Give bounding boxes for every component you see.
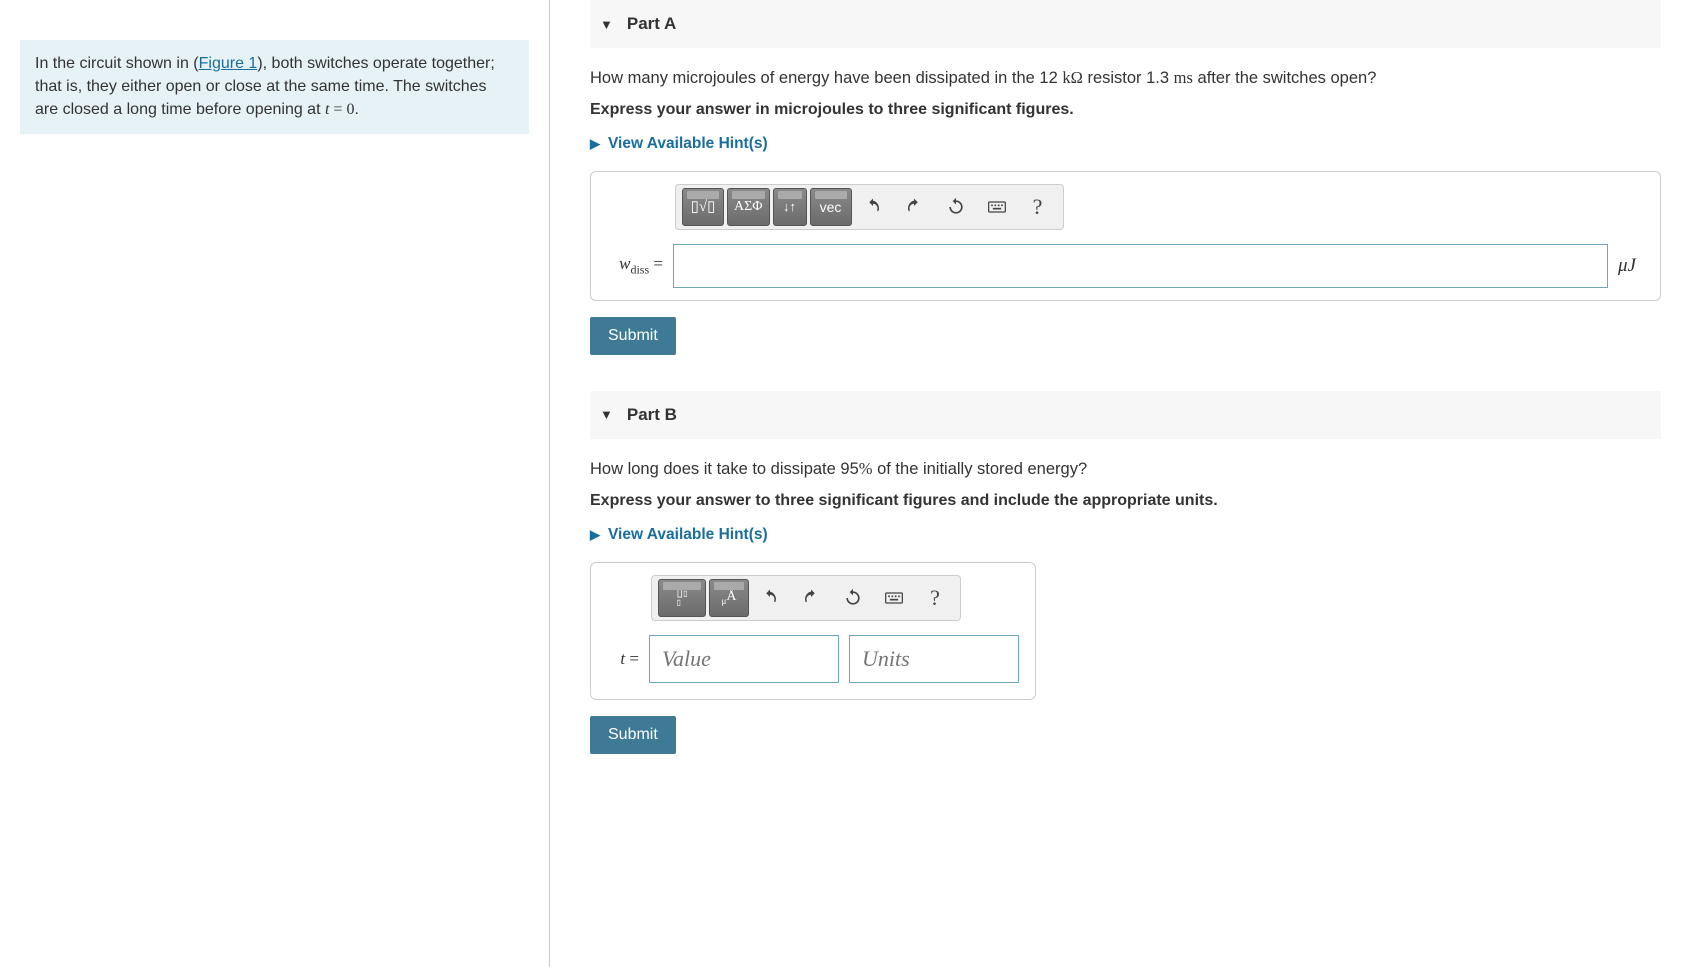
problem-statement-box: In the circuit shown in (Figure 1), both… — [20, 40, 529, 134]
angstrom-button[interactable]: μÅ — [709, 579, 749, 617]
var-eq: = — [649, 254, 663, 273]
qb-pre: How long does it take to dissipate 95 — [590, 460, 859, 478]
part-a-hints-toggle[interactable]: ▶ View Available Hint(s) — [590, 135, 1661, 153]
part-a-section: ▼ Part A How many microjoules of energy … — [590, 0, 1661, 355]
q-post: after the switches open? — [1193, 69, 1376, 87]
part-b-units-input[interactable] — [849, 635, 1019, 683]
part-b-question: How long does it take to dissipate 95% o… — [590, 457, 1661, 482]
q-mid: resistor 1.3 — [1083, 69, 1174, 87]
part-b-section: ▼ Part B How long does it take to dissip… — [590, 391, 1661, 754]
reset-button-b[interactable] — [834, 579, 872, 617]
reset-icon — [946, 197, 966, 217]
problem-statement-column: In the circuit shown in (Figure 1), both… — [0, 0, 550, 967]
qb-post: of the initially stored energy? — [873, 460, 1088, 478]
help-button[interactable]: ? — [1019, 188, 1057, 226]
part-a-title: Part A — [627, 14, 676, 34]
part-a-question: How many microjoules of energy have been… — [590, 66, 1661, 91]
greek-label: ΑΣΦ — [734, 199, 763, 215]
units-toolbar: ▯▯▯ μÅ — [651, 575, 961, 621]
hints-label-b: View Available Hint(s) — [608, 526, 768, 544]
reset-icon — [843, 588, 863, 608]
problem-post-eq: . — [354, 101, 358, 118]
variable-label: wdiss = — [603, 254, 663, 277]
part-b-submit-button[interactable]: Submit — [590, 716, 676, 754]
problem-eq: = 0 — [329, 101, 354, 118]
undo-icon — [864, 197, 884, 217]
part-a-answer-panel: ▯√▯ ΑΣΦ ↓↑ vec — [590, 171, 1661, 301]
caret-right-icon: ▶ — [590, 136, 600, 152]
keyboard-icon — [987, 197, 1007, 217]
redo-button-b[interactable] — [793, 579, 831, 617]
caret-down-icon: ▼ — [600, 407, 613, 422]
part-b-hints-toggle[interactable]: ▶ View Available Hint(s) — [590, 526, 1661, 544]
subscript-button[interactable]: ↓↑ — [773, 188, 807, 226]
q-unit2: ms — [1174, 68, 1193, 87]
part-b-instruction: Express your answer to three significant… — [590, 492, 1661, 510]
part-b-answer-row: t = — [607, 635, 1019, 683]
q-pre: How many microjoules of energy have been… — [590, 69, 1062, 87]
templates-button[interactable]: ▯√▯ — [682, 188, 724, 226]
hints-label: View Available Hint(s) — [608, 135, 768, 153]
part-a-instruction: Express your answer in microjoules to th… — [590, 101, 1661, 119]
part-b-answer-panel: ▯▯▯ μÅ — [590, 562, 1036, 700]
qb-pct: % — [859, 459, 873, 478]
reset-button[interactable] — [937, 188, 975, 226]
undo-button-b[interactable] — [752, 579, 790, 617]
part-b-value-input[interactable] — [649, 635, 839, 683]
keyboard-button[interactable] — [978, 188, 1016, 226]
problem-text-pre: In the circuit shown in ( — [35, 55, 199, 72]
part-a-header[interactable]: ▼ Part A — [590, 0, 1661, 48]
var-t-eq: = — [625, 649, 639, 668]
redo-button[interactable] — [896, 188, 934, 226]
caret-down-icon: ▼ — [600, 17, 613, 32]
redo-icon — [802, 588, 822, 608]
q-unit1: kΩ — [1062, 68, 1083, 87]
keyboard-icon — [884, 588, 904, 608]
fraction-button[interactable]: ▯▯▯ — [658, 579, 706, 617]
caret-right-icon: ▶ — [590, 527, 600, 543]
vec-label: vec — [820, 199, 842, 215]
keyboard-button-b[interactable] — [875, 579, 913, 617]
unit-suffix: μJ — [1618, 255, 1648, 277]
redo-icon — [905, 197, 925, 217]
part-b-title: Part B — [627, 405, 677, 425]
help-button-b[interactable]: ? — [916, 579, 954, 617]
part-b-variable-label: t = — [607, 649, 639, 669]
figure-link[interactable]: Figure 1 — [199, 55, 258, 72]
greek-button[interactable]: ΑΣΦ — [727, 188, 770, 226]
var-w: w — [619, 254, 630, 273]
var-sub: diss — [630, 262, 649, 276]
equation-toolbar: ▯√▯ ΑΣΦ ↓↑ vec — [675, 184, 1064, 230]
answer-row: wdiss = μJ — [603, 244, 1648, 288]
undo-button[interactable] — [855, 188, 893, 226]
undo-icon — [761, 588, 781, 608]
part-b-header[interactable]: ▼ Part B — [590, 391, 1661, 439]
answer-column: ▼ Part A How many microjoules of energy … — [550, 0, 1681, 967]
part-a-answer-input[interactable] — [673, 244, 1608, 288]
vector-button[interactable]: vec — [810, 188, 852, 226]
part-a-submit-button[interactable]: Submit — [590, 317, 676, 355]
